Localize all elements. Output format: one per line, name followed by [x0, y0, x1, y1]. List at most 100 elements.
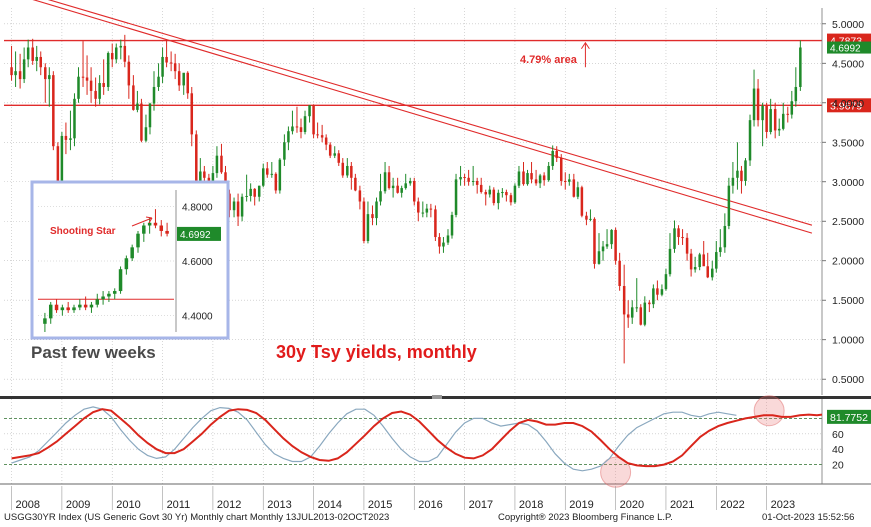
- candle-body: [454, 179, 458, 215]
- candle-body: [236, 201, 240, 217]
- candle-body: [89, 80, 93, 91]
- candle-body: [635, 307, 639, 309]
- candle-body: [643, 302, 647, 325]
- price-tick-label: 2.0000: [832, 256, 864, 268]
- candle-body: [274, 173, 278, 191]
- candle-body: [736, 170, 739, 178]
- candle-body: [421, 212, 425, 214]
- candle-body: [542, 175, 546, 181]
- year-tick-label: 2016: [418, 499, 442, 511]
- candle-body: [64, 135, 68, 140]
- inset-candle-body: [78, 304, 82, 308]
- candle-body: [114, 47, 118, 60]
- candle-body: [438, 237, 441, 247]
- candle-body: [593, 218, 596, 264]
- candle-body: [689, 253, 693, 270]
- candle-body: [387, 172, 391, 189]
- candle-body: [534, 179, 538, 184]
- candle-body: [425, 208, 429, 213]
- candle-body: [249, 188, 252, 196]
- price-tick-label: 5.0000: [832, 19, 864, 31]
- candle-body: [337, 153, 341, 163]
- candle-body: [761, 105, 764, 121]
- inset-candle-body: [89, 304, 94, 308]
- candle-body: [287, 131, 290, 143]
- candle-body: [31, 47, 34, 61]
- candle-body: [580, 187, 584, 216]
- candle-body: [177, 71, 181, 86]
- candle-body: [362, 201, 366, 241]
- candle-body: [190, 93, 194, 135]
- footer-copyright: Copyright® 2023 Bloomberg Finance L.P.: [498, 512, 673, 523]
- year-tick-label: 2017: [469, 499, 493, 511]
- candle-body: [706, 266, 709, 278]
- candle-body: [731, 177, 735, 186]
- candle-body: [73, 98, 76, 139]
- candle-body: [341, 162, 345, 176]
- candle-body: [693, 267, 697, 270]
- candle-body: [748, 120, 752, 161]
- candle-body: [450, 214, 454, 236]
- candle-body: [702, 254, 705, 267]
- candle-body: [538, 175, 542, 184]
- candle-body: [576, 187, 580, 197]
- candle-body: [299, 127, 303, 132]
- inset-candle-body: [43, 318, 47, 324]
- year-tick-label: 2023: [771, 499, 795, 511]
- candle-body: [794, 86, 798, 102]
- candle-body: [790, 101, 794, 115]
- trendlines: [32, 0, 813, 234]
- candle-body: [744, 160, 747, 181]
- candle-body: [769, 109, 772, 132]
- current-value-label: 4.6992: [830, 44, 861, 55]
- inset-arrow-line: [131, 217, 153, 227]
- current-value-bg: [827, 41, 871, 54]
- inset-candle-body: [124, 258, 129, 270]
- inset-tick-label: 4.4000: [182, 312, 213, 323]
- candle-body: [765, 105, 768, 132]
- candle-body: [698, 254, 701, 268]
- candle-body: [589, 218, 592, 220]
- stoch-tick-label: 40: [832, 444, 844, 456]
- candle-body: [291, 126, 294, 132]
- candle-body: [215, 155, 219, 174]
- candle-body: [26, 47, 30, 60]
- inset-candle-body: [72, 307, 76, 311]
- candle-body: [559, 158, 563, 181]
- candle-body: [547, 165, 550, 181]
- candle-body: [136, 103, 139, 110]
- candle-body: [312, 105, 315, 135]
- candle-body: [786, 113, 790, 115]
- inset-candle-body: [147, 222, 152, 226]
- candle-body: [228, 193, 231, 211]
- year-tick-label: 2015: [368, 499, 392, 511]
- candle-body: [509, 195, 513, 203]
- candle-body: [723, 225, 727, 248]
- candle-body: [278, 159, 282, 191]
- candle-body: [484, 192, 487, 195]
- inset-candle-body: [159, 225, 164, 231]
- candle-body: [677, 228, 680, 238]
- candle-body: [308, 105, 311, 117]
- resistance-annotation: 4.79% area: [520, 54, 577, 66]
- candle-body: [266, 168, 269, 175]
- candle-body: [391, 185, 395, 189]
- year-tick-label: 2010: [116, 499, 140, 511]
- candle-body: [106, 53, 110, 87]
- panel-splitter-handle: [432, 395, 442, 399]
- inset-current-label: 4.6992: [180, 230, 211, 241]
- candle-body: [127, 61, 131, 86]
- candle-body: [245, 195, 248, 197]
- candle-body: [673, 228, 676, 249]
- level-label: 3.9679: [830, 100, 862, 112]
- footer-timestamp: 01-Oct-2023 15:52:56: [762, 512, 855, 523]
- candle-body: [44, 67, 47, 80]
- candle-body: [132, 85, 135, 110]
- candle-body: [60, 135, 64, 207]
- candle-body: [98, 83, 101, 99]
- candle-body: [752, 88, 756, 121]
- candle-body: [328, 144, 332, 156]
- candle-body: [719, 247, 722, 253]
- inset-candle-body: [66, 307, 70, 311]
